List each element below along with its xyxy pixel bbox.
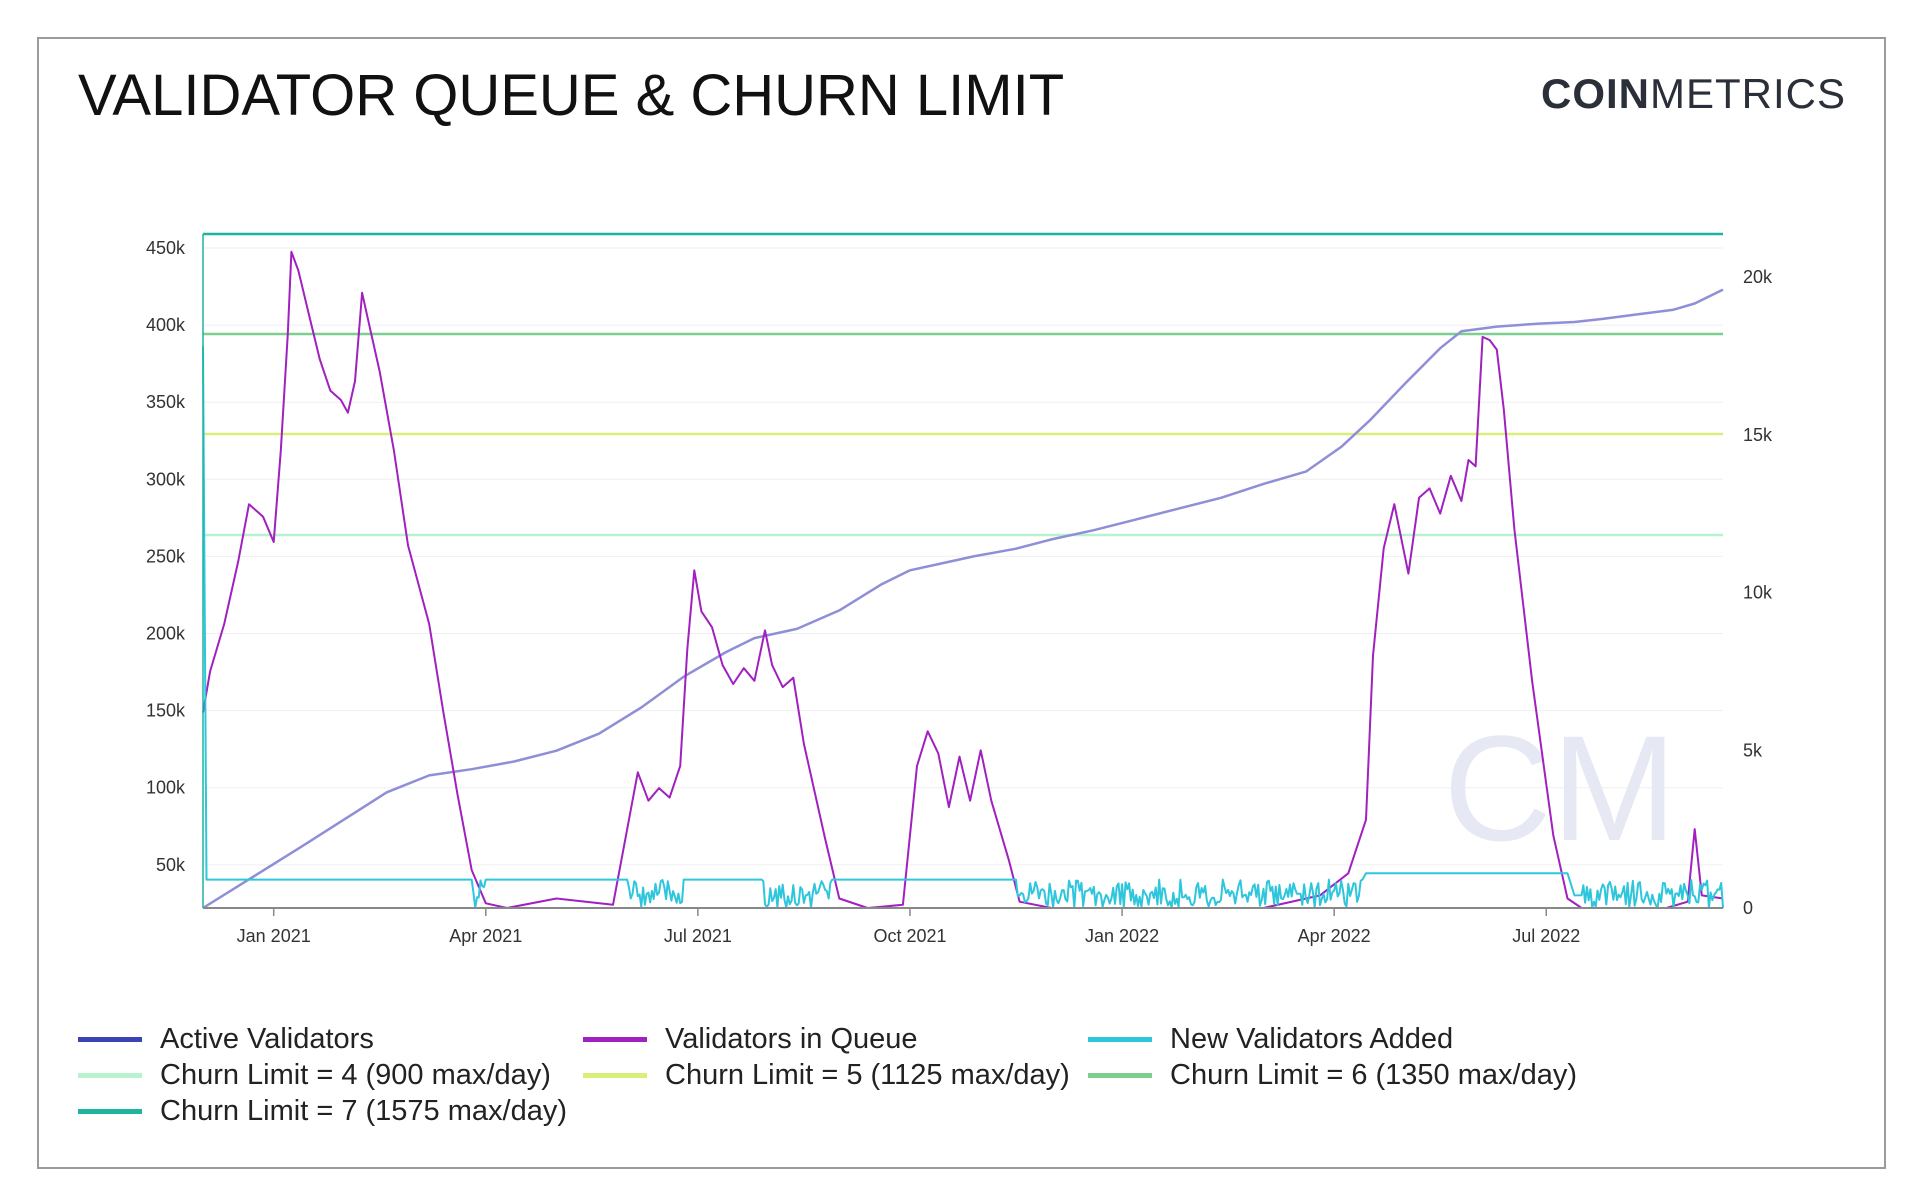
legend-swatch [1088,1072,1152,1078]
series-line [202,250,1724,909]
y-right-tick-label: 10k [1743,583,1773,603]
y-right-tick-label: 0 [1743,898,1753,918]
series-line [202,346,1724,909]
legend-swatch [78,1108,142,1114]
legend-swatch [1088,1036,1152,1042]
x-tick-label: Jul 2021 [664,926,732,946]
brand-logo-light: METRICS [1650,70,1846,117]
legend-label: Churn Limit = 6 (1350 max/day) [1170,1058,1577,1091]
legend-item[interactable]: Churn Limit = 6 (1350 max/day) [1088,1058,1577,1092]
legend-swatch [583,1072,647,1078]
y-left-tick-label: 150k [146,701,186,721]
legend-swatch [583,1036,647,1042]
legend-swatch [78,1072,142,1078]
y-right-tick-label: 15k [1743,425,1773,445]
x-tick-label: Apr 2021 [449,926,522,946]
legend-label: New Validators Added [1170,1022,1454,1055]
x-tick-label: Jan 2021 [237,926,311,946]
y-left-tick-label: 300k [146,469,186,489]
legend-item[interactable]: Churn Limit = 7 (1575 max/day) [78,1094,567,1128]
watermark-logo: CM [1443,704,1676,872]
legend-item[interactable]: Validators in Queue [583,1022,918,1056]
y-left-tick-label: 100k [146,778,186,798]
x-tick-label: Apr 2022 [1298,926,1371,946]
chart-frame [37,37,1886,1169]
y-right-tick-label: 20k [1743,267,1773,287]
legend-item[interactable]: Churn Limit = 4 (900 max/day) [78,1058,551,1092]
y-left-tick-label: 200k [146,624,186,644]
y-left-tick-label: 450k [146,238,186,258]
legend-label: Churn Limit = 4 (900 max/day) [160,1058,551,1091]
brand-logo-bold: COIN [1541,70,1650,117]
axes: 50k 100k 150k 200k 250k 300k 350k 400k 450k 0 5k 10… [146,233,1773,946]
watermark-text: CM [1443,704,1676,872]
legend-label: Churn Limit = 5 (1125 max/day) [665,1058,1070,1091]
x-tick-label: Oct 2021 [873,926,946,946]
y-right-tick-label: 5k [1743,740,1763,760]
brand-logo: COINMETRICS [1541,70,1846,118]
legend-label: Active Validators [160,1022,374,1055]
y-left-tick-label: 50k [156,855,186,875]
y-left-tick-label: 350k [146,392,186,412]
grid-lines [203,247,1723,866]
series-lines [202,250,1724,910]
y-left-tick-label: 400k [146,315,186,335]
legend-item[interactable]: New Validators Added [1088,1022,1453,1056]
legend-item[interactable]: Active Validators [78,1022,374,1056]
x-tick-label: Jan 2022 [1085,926,1159,946]
chart-title: VALIDATOR QUEUE & CHURN LIMIT [78,63,1065,128]
legend-label: Validators in Queue [665,1022,918,1055]
series-line [202,288,1724,910]
legend-swatch [78,1036,142,1042]
y-left-tick-label: 250k [146,546,186,566]
x-tick-label: Jul 2022 [1512,926,1580,946]
legend-label: Churn Limit = 7 (1575 max/day) [160,1094,567,1127]
legend-item[interactable]: Churn Limit = 5 (1125 max/day) [583,1058,1070,1092]
churn-limit-lines [203,232,1723,537]
